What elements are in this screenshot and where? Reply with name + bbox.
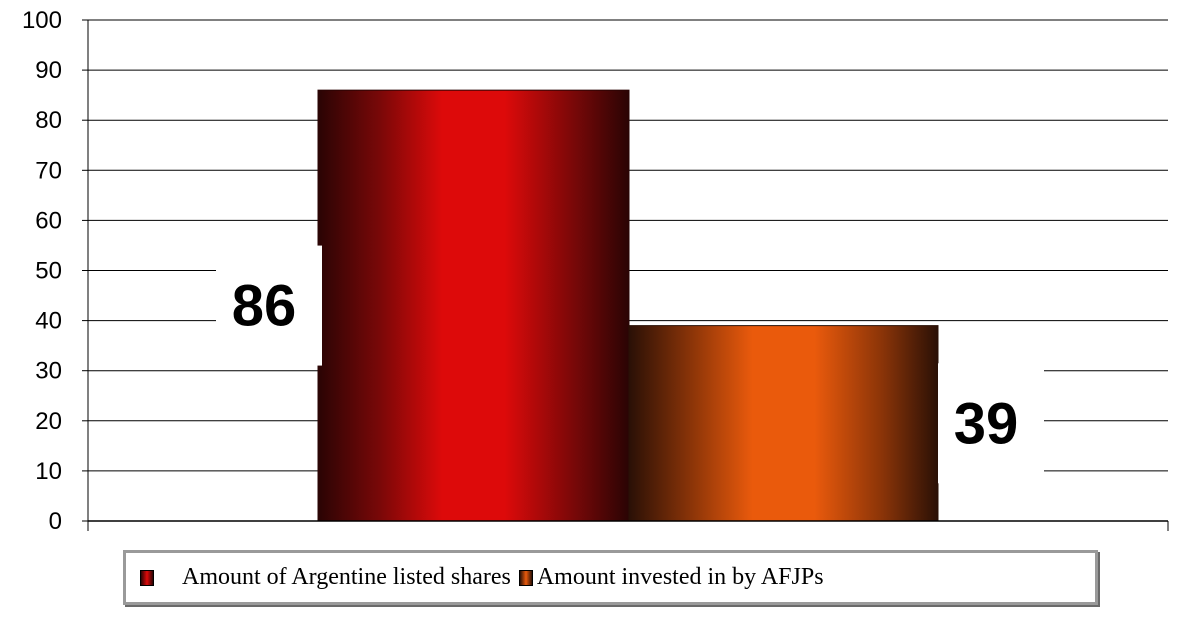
y-axis-tick-labels: 0 10 20 30 40 50 60 70 80 90 100: [22, 7, 62, 535]
y-tick-label: 10: [35, 458, 62, 485]
legend-label-afjp-investment: Amount invested in by AFJPs: [536, 564, 824, 590]
y-tick-label: 60: [35, 207, 62, 234]
legend-label-listed-shares: Amount of Argentine listed shares: [182, 564, 511, 590]
bar: [628, 325, 939, 522]
y-tick-label: 30: [35, 358, 62, 385]
y-tick-label: 90: [35, 57, 62, 84]
legend-item-listed-shares: Amount of Argentine listed shares: [140, 564, 511, 591]
data-label: 39: [954, 391, 1019, 456]
legend-swatch-afjp-investment: [518, 569, 533, 586]
data-label-background: [216, 245, 322, 366]
data-label: 86: [232, 274, 297, 339]
data-label-background: [938, 363, 1044, 484]
legend: Amount of Argentine listed shares Amount…: [123, 550, 1098, 605]
data-labels: 86 39: [216, 245, 1044, 484]
y-tick-label: 70: [35, 157, 62, 184]
legend-item-afjp-investment: Amount invested in by AFJPs: [518, 564, 824, 591]
legend-swatch-listed-shares: [140, 569, 154, 586]
y-tick-label: 100: [22, 7, 62, 34]
bar: [317, 89, 630, 522]
bar-chart: 0 10 20 30 40 50 60 70 80 90 100 86 39: [22, 7, 1169, 535]
y-tick-label: 20: [35, 408, 62, 435]
bars: [317, 89, 939, 522]
y-tick-label: 0: [49, 508, 62, 535]
y-tick-label: 50: [35, 258, 62, 285]
y-tick-label: 40: [35, 308, 62, 335]
y-tick-label: 80: [35, 107, 62, 134]
